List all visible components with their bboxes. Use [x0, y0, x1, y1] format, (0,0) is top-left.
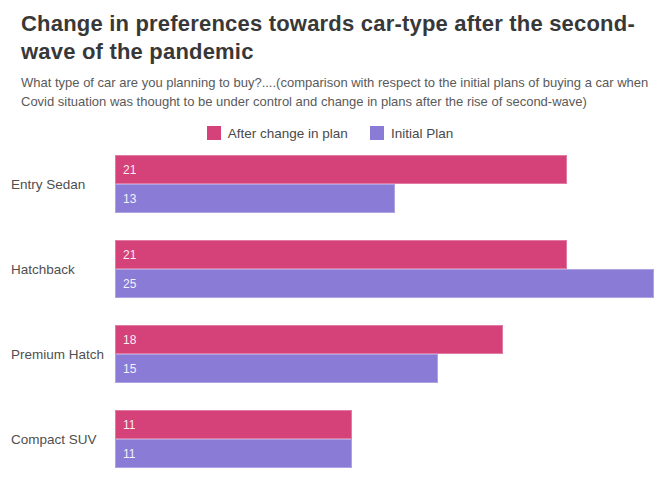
category-bars: 18 15	[115, 325, 660, 383]
bar-value-label: 18	[115, 333, 136, 347]
category-label: Compact SUV	[0, 432, 115, 447]
bar[interactable]: 11	[115, 439, 352, 468]
category-label: Premium Hatch	[0, 347, 115, 362]
category-bars: 21 25	[115, 240, 660, 298]
category-bars: 21 13	[115, 155, 660, 213]
category-label: Entry Sedan	[0, 177, 115, 192]
bar[interactable]: 11	[115, 410, 352, 439]
category-row: Compact SUV 11 11	[0, 410, 660, 468]
category-row: Entry Sedan 21 13	[0, 155, 660, 213]
legend-item[interactable]: After change in plan	[207, 126, 348, 141]
category-row: Premium Hatch 18 15	[0, 325, 660, 383]
bar-value-label: 21	[115, 248, 136, 262]
legend-swatch	[207, 126, 221, 140]
legend-swatch	[370, 126, 384, 140]
category-bars: 11 11	[115, 410, 660, 468]
category-label: Hatchback	[0, 262, 115, 277]
bar-chart: Entry Sedan 21 13 Hatchback 21 25 Premiu…	[0, 155, 660, 468]
bar[interactable]: 13	[115, 184, 395, 213]
chart-title: Change in preferences towards car-type a…	[21, 10, 636, 66]
bar-value-label: 25	[115, 277, 136, 291]
category-row: Hatchback 21 25	[0, 240, 660, 298]
bar[interactable]: 18	[115, 325, 503, 354]
legend-label: Initial Plan	[391, 126, 453, 141]
bar-value-label: 21	[115, 163, 136, 177]
legend: After change in plan Initial Plan	[0, 124, 660, 142]
chart-page: Change in preferences towards car-type a…	[0, 0, 660, 477]
bar[interactable]: 25	[115, 269, 654, 298]
bar[interactable]: 15	[115, 354, 438, 383]
legend-label: After change in plan	[228, 126, 348, 141]
chart-subtitle: What type of car are you planning to buy…	[21, 73, 649, 111]
bar[interactable]: 21	[115, 155, 567, 184]
bar-value-label: 15	[115, 362, 136, 376]
bar[interactable]: 21	[115, 240, 567, 269]
bar-value-label: 11	[115, 447, 135, 461]
legend-item[interactable]: Initial Plan	[370, 126, 453, 141]
bar-value-label: 11	[115, 418, 135, 432]
bar-value-label: 13	[115, 192, 136, 206]
